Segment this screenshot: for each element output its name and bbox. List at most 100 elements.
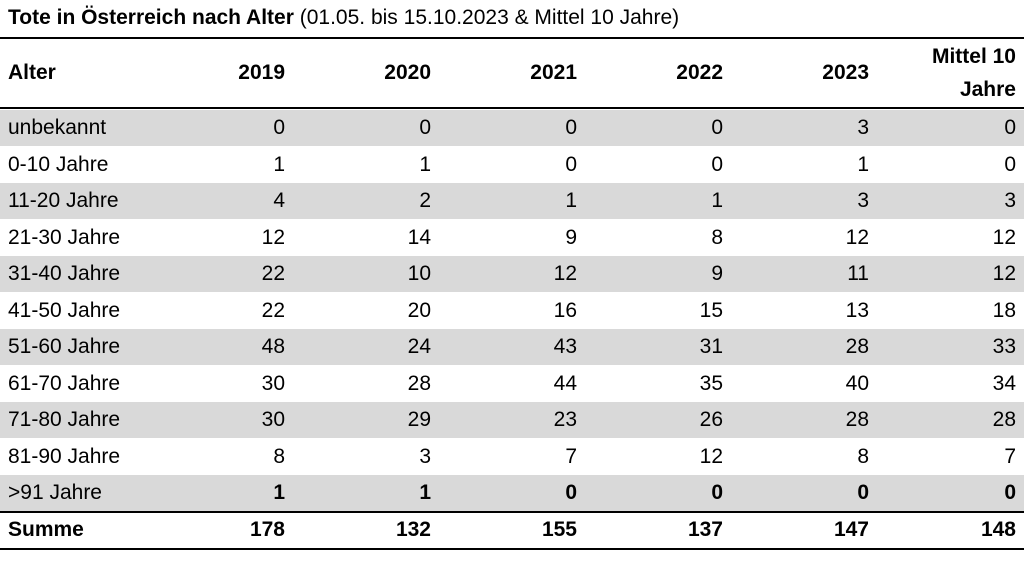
cell-value: 20 xyxy=(407,298,431,322)
title-normal: (01.05. bis 15.10.2023 & Mittel 10 Jahre… xyxy=(299,6,680,29)
cell-value: 3 xyxy=(857,116,869,139)
cell-value: 8 xyxy=(711,225,723,249)
cell-value: 3 xyxy=(419,444,431,468)
header-cell: 2022 xyxy=(676,61,723,84)
cell-value: 43 xyxy=(553,335,577,358)
cell-value: 28 xyxy=(845,408,869,431)
rule xyxy=(0,107,1024,109)
cell-value: 22 xyxy=(261,262,285,285)
cell-value: 1 xyxy=(711,189,723,212)
cell-value: 12 xyxy=(261,225,285,249)
cell-value: 30 xyxy=(261,371,285,395)
total-label: Summe xyxy=(8,517,84,541)
row-label: 0-10 Jahre xyxy=(8,152,109,176)
cell-value: 0 xyxy=(273,116,285,139)
total-value: 147 xyxy=(833,517,869,541)
header-cell: 2019 xyxy=(238,61,285,84)
row-label: >91 Jahre xyxy=(8,481,102,504)
cell-value: 0 xyxy=(419,116,431,139)
row-label: 11-20 Jahre xyxy=(8,189,119,212)
cell-value: 1 xyxy=(273,152,285,176)
cell-value: 0 xyxy=(565,152,577,176)
row-label: 71-80 Jahre xyxy=(8,408,121,431)
cell-value: 13 xyxy=(845,298,869,322)
cell-value: 4 xyxy=(273,189,285,212)
cell-value: 14 xyxy=(407,225,431,249)
cell-value: 30 xyxy=(261,408,285,431)
cell-value: 12 xyxy=(553,262,577,285)
header-cell: Mittel 10 Jahre xyxy=(931,45,1016,101)
row-band xyxy=(0,110,1024,146)
cell-value: 24 xyxy=(407,335,431,358)
cell-value: 0 xyxy=(565,116,577,139)
cell-value: 0 xyxy=(857,481,869,504)
rule xyxy=(0,37,1024,39)
row-label: unbekannt xyxy=(8,116,107,139)
cell-value: 0 xyxy=(1004,116,1016,139)
cell-value: 15 xyxy=(699,298,723,322)
header-cell: 2023 xyxy=(822,61,869,84)
cell-value: 22 xyxy=(261,298,285,322)
cell-value: 9 xyxy=(565,225,577,249)
title: Tote in Österreich nach Alter (01.05. bi… xyxy=(8,6,679,30)
row-label: 41-50 Jahre xyxy=(8,298,121,322)
cell-value: 29 xyxy=(407,408,431,431)
cell-value: 23 xyxy=(553,408,577,431)
cell-value: 16 xyxy=(553,298,577,322)
cell-value: 9 xyxy=(711,262,723,285)
cell-value: 10 xyxy=(407,262,431,285)
cell-value: 12 xyxy=(992,225,1016,249)
cell-value: 31 xyxy=(699,335,723,358)
cell-value: 28 xyxy=(407,371,431,395)
cell-value: 33 xyxy=(992,335,1016,358)
row-band xyxy=(0,329,1024,365)
cell-value: 1 xyxy=(857,152,869,176)
cell-value: 48 xyxy=(261,335,285,358)
cell-value: 1 xyxy=(419,481,431,504)
title-bold: Tote in Österreich nach Alter xyxy=(8,6,294,29)
cell-value: 1 xyxy=(273,481,285,504)
cell-value: 7 xyxy=(1004,444,1016,468)
cell-value: 40 xyxy=(845,371,869,395)
cell-value: 44 xyxy=(553,371,577,395)
cell-value: 26 xyxy=(699,408,723,431)
total-value: 148 xyxy=(980,517,1016,541)
header-cell: 2021 xyxy=(530,61,577,84)
cell-value: 7 xyxy=(565,444,577,468)
cell-value: 8 xyxy=(273,444,285,468)
total-value: 132 xyxy=(395,517,431,541)
cell-value: 0 xyxy=(565,481,577,504)
rule xyxy=(0,548,1024,550)
cell-value: 0 xyxy=(711,152,723,176)
row-label: 21-30 Jahre xyxy=(8,225,121,249)
cell-value: 3 xyxy=(857,189,869,212)
row-label: 61-70 Jahre xyxy=(8,371,121,395)
cell-value: 18 xyxy=(992,298,1016,322)
header-cell: Alter xyxy=(8,61,56,84)
cell-value: 34 xyxy=(992,371,1016,395)
row-label: 31-40 Jahre xyxy=(8,262,121,285)
cell-value: 12 xyxy=(699,444,723,468)
cell-value: 28 xyxy=(992,408,1016,431)
row-band xyxy=(0,475,1024,511)
cell-value: 1 xyxy=(565,189,577,212)
cell-value: 12 xyxy=(845,225,869,249)
cell-value: 35 xyxy=(699,371,723,395)
cell-value: 8 xyxy=(857,444,869,468)
total-value: 137 xyxy=(687,517,723,541)
cell-value: 12 xyxy=(992,262,1016,285)
row-label: 51-60 Jahre xyxy=(8,335,121,358)
cell-value: 0 xyxy=(1004,481,1016,504)
cell-value: 2 xyxy=(419,189,431,212)
row-band xyxy=(0,183,1024,219)
cell-value: 3 xyxy=(1004,189,1016,212)
row-label: 81-90 Jahre xyxy=(8,444,121,468)
cell-value: 28 xyxy=(845,335,869,358)
header-cell: 2020 xyxy=(384,61,431,84)
row-band xyxy=(0,402,1024,438)
rule xyxy=(0,510,1024,513)
cell-value: 0 xyxy=(711,481,723,504)
cell-value: 1 xyxy=(419,152,431,176)
row-band xyxy=(0,256,1024,292)
